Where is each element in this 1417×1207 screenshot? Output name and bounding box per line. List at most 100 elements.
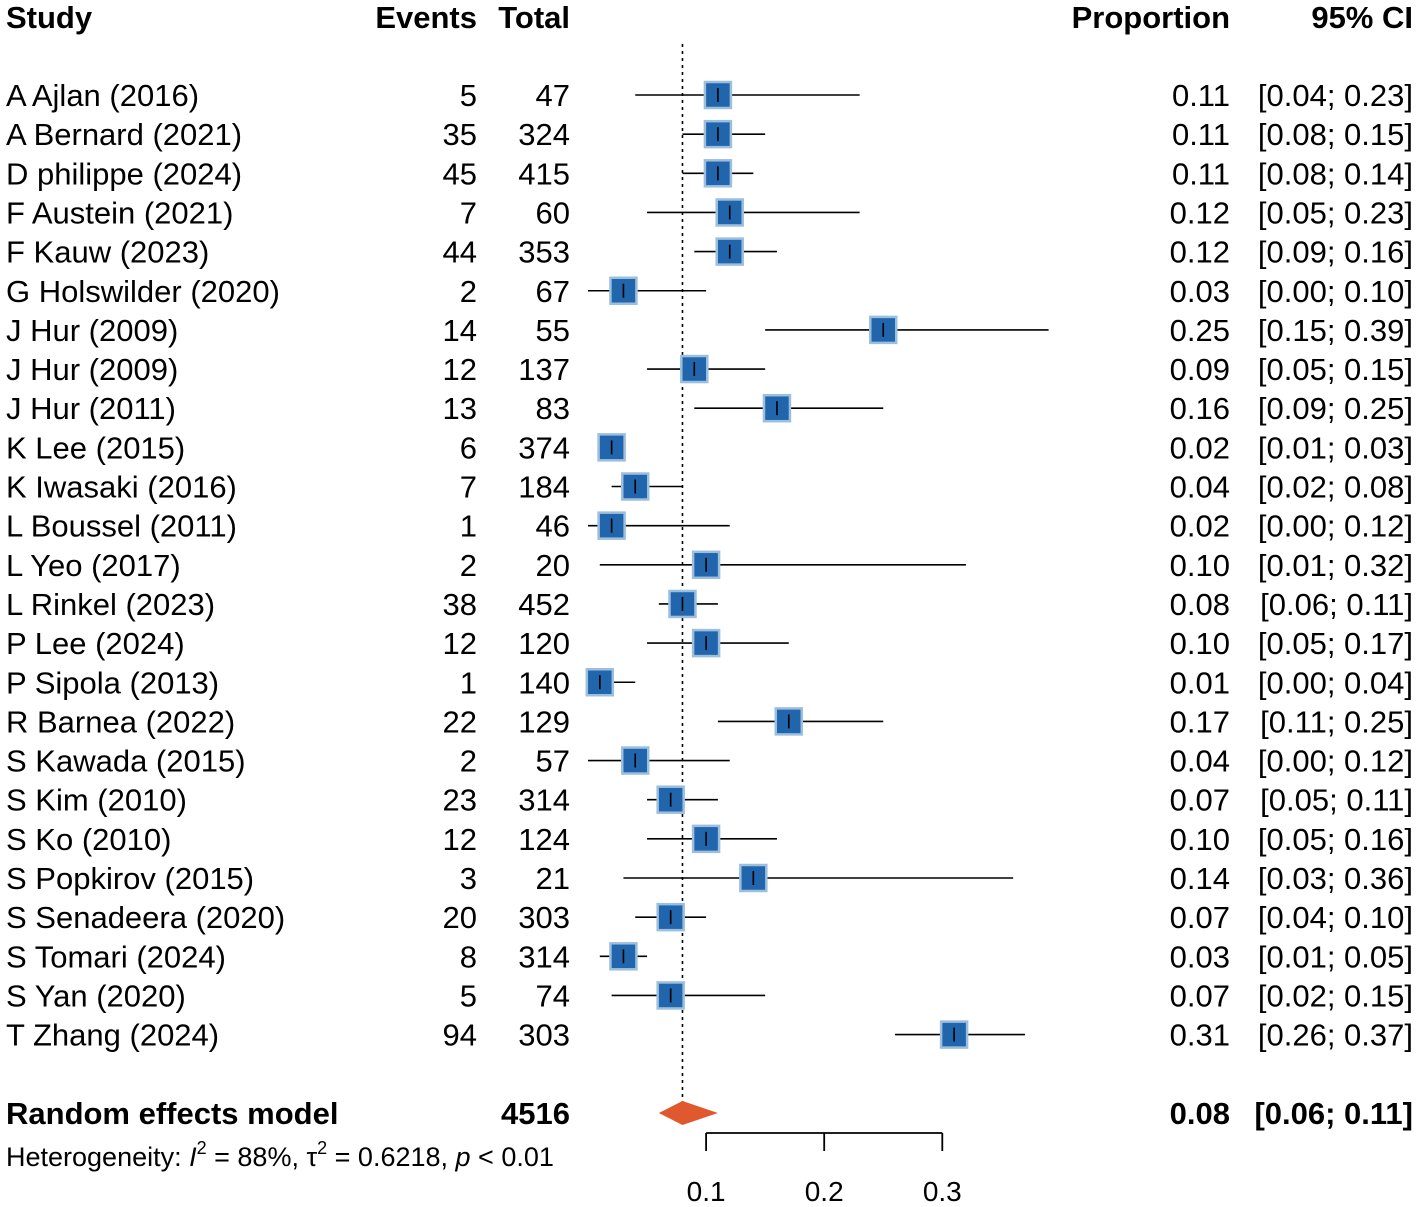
events-value: 38 — [443, 587, 477, 622]
study-label: P Lee (2024) — [6, 626, 185, 661]
proportion-value: 0.03 — [1170, 274, 1230, 309]
ci-value: [0.06; 0.11] — [1260, 587, 1413, 622]
study-label: R Barnea (2022) — [6, 704, 235, 739]
ci-value: [0.03; 0.36] — [1258, 861, 1413, 896]
events-value: 14 — [443, 313, 477, 348]
summary-total: 4516 — [501, 1096, 570, 1131]
ci-value: [0.04; 0.10] — [1258, 900, 1413, 935]
header-study: Study — [6, 0, 93, 35]
events-value: 2 — [460, 744, 477, 779]
proportion-value: 0.07 — [1170, 978, 1230, 1013]
proportion-value: 0.11 — [1172, 117, 1230, 152]
events-value: 7 — [460, 470, 477, 505]
total-value: 314 — [518, 783, 570, 818]
proportion-value: 0.02 — [1170, 509, 1230, 544]
ci-value: [0.00; 0.10] — [1258, 274, 1413, 309]
total-value: 20 — [536, 548, 570, 583]
study-label: K Iwasaki (2016) — [6, 470, 237, 505]
ci-value: [0.04; 0.23] — [1258, 78, 1413, 113]
proportion-value: 0.12 — [1170, 195, 1230, 230]
proportion-value: 0.11 — [1172, 78, 1230, 113]
events-value: 44 — [443, 235, 477, 270]
header-proportion: Proportion — [1072, 0, 1230, 35]
study-label: A Bernard (2021) — [6, 117, 242, 152]
total-value: 184 — [518, 470, 570, 505]
study-label: G Holswilder (2020) — [6, 274, 280, 309]
proportion-value: 0.12 — [1170, 235, 1230, 270]
ci-value: [0.05; 0.16] — [1258, 822, 1413, 857]
plot-area: 0.1 0.2 0.3 — [585, 44, 1049, 1207]
events-value: 1 — [460, 509, 477, 544]
ci-value: [0.00; 0.12] — [1258, 744, 1413, 779]
events-value: 20 — [443, 900, 477, 935]
total-value: 21 — [536, 861, 570, 896]
events-value: 23 — [443, 783, 477, 818]
ci-value: [0.09; 0.25] — [1258, 391, 1413, 426]
events-value: 13 — [443, 391, 477, 426]
events-value: 7 — [460, 195, 477, 230]
ci-value: [0.11; 0.25] — [1260, 704, 1413, 739]
events-value: 45 — [443, 156, 477, 191]
total-value: 60 — [536, 195, 570, 230]
header-total: Total — [498, 0, 570, 35]
events-value: 35 — [443, 117, 477, 152]
ci-value: [0.00; 0.12] — [1258, 509, 1413, 544]
ci-value: [0.26; 0.37] — [1258, 1018, 1413, 1053]
study-label: F Kauw (2023) — [6, 235, 209, 270]
ci-value: [0.08; 0.14] — [1258, 156, 1413, 191]
proportion-value: 0.04 — [1170, 744, 1230, 779]
total-value: 47 — [536, 78, 570, 113]
study-label: F Austein (2021) — [6, 195, 233, 230]
total-value: 83 — [536, 391, 570, 426]
header-ci: 95% CI — [1311, 0, 1413, 35]
study-label: T Zhang (2024) — [6, 1018, 219, 1053]
proportion-value: 0.09 — [1170, 352, 1230, 387]
proportion-value: 0.25 — [1170, 313, 1230, 348]
summary-diamond — [658, 1101, 718, 1125]
study-label: L Yeo (2017) — [6, 548, 181, 583]
total-value: 314 — [518, 939, 570, 974]
ci-value: [0.09; 0.16] — [1258, 235, 1413, 270]
events-value: 5 — [460, 78, 477, 113]
proportion-value: 0.16 — [1170, 391, 1230, 426]
study-label: J Hur (2009) — [6, 352, 178, 387]
proportion-value: 0.07 — [1170, 900, 1230, 935]
total-value: 57 — [536, 744, 570, 779]
ci-value: [0.01; 0.32] — [1258, 548, 1413, 583]
study-label: S Yan (2020) — [6, 978, 186, 1013]
proportion-value: 0.31 — [1170, 1018, 1230, 1053]
study-label: L Rinkel (2023) — [6, 587, 215, 622]
proportion-value: 0.08 — [1170, 587, 1230, 622]
total-value: 140 — [518, 665, 570, 700]
x-tick-label: 0.1 — [687, 1176, 726, 1207]
total-value: 129 — [518, 704, 570, 739]
total-value: 374 — [518, 430, 570, 465]
proportion-value: 0.17 — [1170, 704, 1230, 739]
summary-proportion: 0.08 — [1170, 1096, 1230, 1131]
x-tick-label: 0.3 — [923, 1176, 962, 1207]
total-value: 67 — [536, 274, 570, 309]
proportion-value: 0.02 — [1170, 430, 1230, 465]
events-value: 94 — [443, 1018, 477, 1053]
study-label: S Tomari (2024) — [6, 939, 226, 974]
total-value: 120 — [518, 626, 570, 661]
total-value: 303 — [518, 900, 570, 935]
events-value: 12 — [443, 626, 477, 661]
study-label: A Ajlan (2016) — [6, 78, 199, 113]
ci-value: [0.08; 0.15] — [1258, 117, 1413, 152]
study-label: S Senadeera (2020) — [6, 900, 285, 935]
ci-value: [0.05; 0.11] — [1260, 783, 1413, 818]
study-marker — [703, 80, 733, 110]
proportion-value: 0.10 — [1170, 626, 1230, 661]
events-value: 6 — [460, 430, 477, 465]
ci-value: [0.05; 0.23] — [1258, 195, 1413, 230]
total-value: 353 — [518, 235, 570, 270]
proportion-value: 0.04 — [1170, 470, 1230, 505]
ci-value: [0.05; 0.17] — [1258, 626, 1413, 661]
study-label: L Boussel (2011) — [6, 509, 237, 544]
x-tick-label: 0.2 — [805, 1176, 844, 1207]
ci-value: [0.02; 0.15] — [1258, 978, 1413, 1013]
ci-value: [0.01; 0.05] — [1258, 939, 1413, 974]
proportion-value: 0.10 — [1170, 822, 1230, 857]
